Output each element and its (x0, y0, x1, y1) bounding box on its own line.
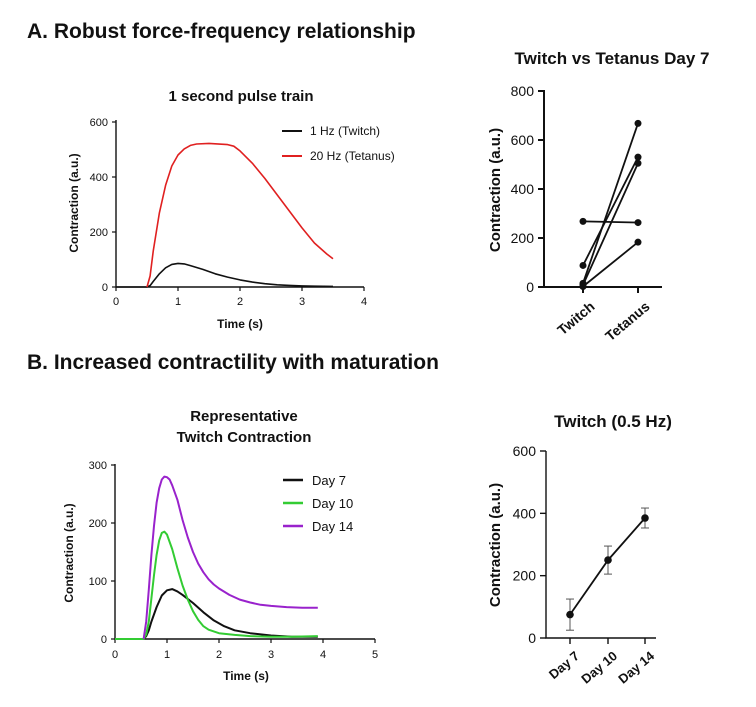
chart1-y-tick-label: 0 (102, 282, 108, 294)
chart1-axis-lines (115, 120, 364, 288)
chart2-axis-lines (543, 90, 662, 288)
chart4-point-1 (566, 610, 574, 619)
chart2-title: Twitch vs Tetanus Day 7 (515, 49, 710, 68)
chart4-category-label: Day 10 (578, 648, 620, 686)
chart3-y-label: Contraction (a.u.) (62, 503, 76, 602)
chart1-y-label: Contraction (a.u.) (67, 153, 81, 252)
chart4-axis-lines (545, 451, 656, 639)
chart2-point-twitch (579, 283, 587, 291)
chart2-point-twitch (579, 261, 587, 269)
chart2-y-tick-label: 200 (511, 230, 535, 246)
section-b-title: B. Increased contractility with maturati… (27, 351, 439, 374)
chart-twitch-vs-tetanus: Twitch vs Tetanus Day 7 0 200 400 600 800 Tw… (487, 49, 709, 344)
chart3-x-tick-label: 3 (268, 649, 274, 661)
chart2-point-tetanus (634, 219, 642, 227)
chart3-legend-label-2: Day 10 (312, 496, 353, 511)
chart3-title-line-1: Representative (190, 408, 298, 425)
section-a-title: A. Robust force-frequency relationship (27, 20, 416, 43)
chart1-x-tick-label: 1 (175, 296, 181, 308)
chart1-x-tick-label: 4 (361, 296, 367, 308)
chart3-series-line-2 (115, 530, 318, 640)
chart1-legend: 1 Hz (Twitch) 20 Hz (Tetanus) (282, 124, 395, 163)
chart4-category-label: Day 7 (546, 648, 582, 682)
chart3-y-tick-label: 300 (89, 460, 107, 472)
chart2-y-tick-label: 0 (526, 279, 534, 295)
chart2-category-label: Tetanus (602, 298, 653, 344)
chart2-y-tick-label: 400 (511, 181, 535, 197)
chart4-y-tick-label: 0 (528, 630, 536, 646)
chart2-point-tetanus (634, 153, 642, 161)
chart1-x-tick-label: 2 (237, 296, 243, 308)
chart1-y-tick-label: 600 (90, 117, 108, 129)
chart2-point-twitch (579, 217, 587, 225)
chart3-y-tick-label: 0 (101, 634, 107, 646)
chart3-series-line-3 (142, 475, 318, 640)
chart4-point-3 (641, 514, 649, 522)
chart-pulse-train: 1 second pulse train 0 200 400 600 0 1 2 3 4 Co… (67, 88, 395, 331)
chart2-pair-line-1 (582, 220, 639, 224)
chart3-x-tick-label: 0 (112, 649, 118, 661)
chart1-y-tick-label: 200 (90, 227, 108, 239)
chart4-y-tick-label: 600 (513, 443, 537, 459)
chart-representative-twitch: Representative Twitch Contraction 010020… (62, 408, 378, 683)
chart2-y-tick-label: 800 (511, 83, 535, 99)
chart1-x-tick-label: 0 (113, 296, 119, 308)
chart3-legend-label-1: Day 7 (312, 473, 346, 488)
chart2-y-tick-label: 600 (511, 132, 535, 148)
chart4-title: Twitch (0.5 Hz) (554, 412, 672, 431)
chart2-y-label: Contraction (a.u.) (487, 128, 504, 252)
chart2-point-tetanus (634, 119, 642, 127)
chart2-point-tetanus (634, 159, 642, 167)
chart4-y-tick-label: 400 (513, 505, 537, 521)
chart1-series-line-1 (116, 262, 334, 288)
chart2-point-tetanus (634, 238, 642, 246)
chart3-y-tick-label: 200 (89, 518, 107, 530)
chart3-x-label: Time (s) (223, 669, 269, 683)
chart1-legend-label-1: 1 Hz (Twitch) (310, 124, 380, 138)
chart3-legend-label-3: Day 14 (312, 519, 353, 534)
chart3-title-line-2: Twitch Contraction (177, 429, 312, 446)
chart3-x-tick-label: 2 (216, 649, 222, 661)
chart3-legend: Day 7 Day 10 Day 14 (283, 473, 353, 534)
chart3-x-tick-label: 1 (164, 649, 170, 661)
chart4-y-tick-label: 200 (513, 568, 537, 584)
chart3-x-tick-label: 5 (372, 649, 378, 661)
chart2-pair-line-5 (582, 241, 639, 288)
chart1-x-tick-label: 3 (299, 296, 305, 308)
chart3-x-tick-label: 4 (320, 649, 326, 661)
chart2-pair-line-2 (582, 156, 639, 266)
chart4-y-label: Contraction (a.u.) (487, 483, 504, 607)
chart2-pair-line-4 (582, 162, 639, 286)
chart4-category-label: Day 14 (615, 648, 657, 687)
chart1-y-tick-label: 400 (90, 172, 108, 184)
chart1-series-line-2 (146, 142, 334, 288)
chart1-legend-label-2: 20 Hz (Tetanus) (310, 149, 395, 163)
chart3-series-line-1 (115, 588, 318, 640)
chart4-point-2 (604, 556, 612, 564)
chart2-pair-line-3 (582, 123, 639, 284)
chart1-title: 1 second pulse train (168, 88, 313, 105)
chart1-x-label: Time (s) (217, 317, 263, 331)
chart3-y-tick-label: 100 (89, 576, 107, 588)
chart1-gridless-axes: 0 200 400 600 0 1 2 3 4 (90, 117, 367, 308)
chart2-category-label: Twitch (554, 298, 597, 338)
